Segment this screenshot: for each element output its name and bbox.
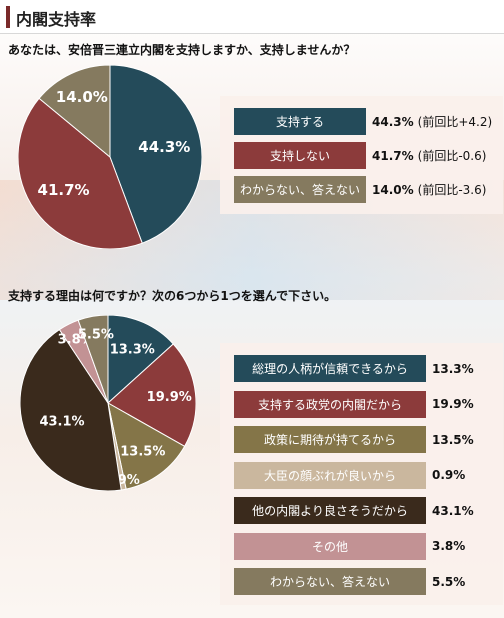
legend-value: 14.0% (前回比-3.6) — [372, 176, 486, 203]
legend-change: (前回比-3.6) — [417, 183, 487, 197]
legend-percent: 13.5% — [432, 432, 474, 447]
legend-percent: 13.3% — [432, 361, 474, 376]
legend-percent: 44.3% — [372, 114, 414, 129]
legend-value: 19.9% — [432, 391, 478, 418]
legend-value: 13.3% — [432, 355, 478, 382]
legend-value: 43.1% — [432, 497, 478, 524]
legend-change: (前回比-0.6) — [417, 149, 487, 163]
legend-label: わからない、答えない — [234, 176, 366, 203]
reason-pie-chart: 13.3%19.9%13.5%0.9%43.1%3.8%5.5% — [20, 315, 196, 491]
legend-label: わからない、答えない — [234, 568, 426, 595]
legend-value: 0.9% — [432, 462, 469, 489]
legend-value: 44.3% (前回比+4.2) — [372, 108, 492, 135]
pie-slice — [107, 315, 174, 405]
pie-slice — [107, 402, 186, 490]
legend-percent: 19.9% — [432, 397, 474, 411]
legend-label: 政策に期待が持てるから — [234, 426, 426, 453]
legend-value: 13.5% — [432, 426, 478, 453]
approval-pie-chart: 44.3% 41.7% 14.0% — [18, 65, 202, 249]
slice-value-label: 5.5% — [78, 328, 114, 343]
page-header: 内閣支持率 — [0, 0, 504, 34]
slice-value-label: 13.3% — [110, 342, 155, 357]
legend-value: 5.5% — [432, 568, 469, 595]
legend-label: 大臣の顔ぶれが良いから — [234, 461, 426, 489]
pie-slice — [38, 65, 111, 159]
pie-slice — [20, 328, 122, 491]
reason-legend: 総理の人柄が信頼できるから 13.3% 支持する政党の内閣だから 19.9% 政策に期待… — [220, 343, 503, 605]
legend-value: 3.8% — [432, 533, 469, 560]
legend-percent: 0.9% — [432, 468, 466, 482]
legend-label: 支持する政党の内閣だから — [234, 390, 426, 418]
approval-legend: 支持する 44.3% (前回比+4.2) 支持しない 41.7% (前回比-0.6) わから… — [220, 96, 503, 214]
slice-value-label: 14.0% — [56, 88, 108, 106]
question-1: あなたは、安倍晋三連立内閣を支持しますか、支持しませんか？ — [8, 43, 356, 57]
slice-value-label: 13.5% — [120, 445, 165, 460]
legend-percent: 5.5% — [432, 574, 466, 589]
legend-label: その他 — [234, 532, 426, 560]
slice-value-label: 44.3% — [138, 138, 190, 156]
slice-value-label: 43.1% — [39, 415, 84, 430]
pie-slice — [109, 65, 202, 244]
legend-label: 支持する — [234, 108, 366, 135]
legend-percent: 3.8% — [432, 539, 466, 553]
slice-value-label: 19.9% — [147, 390, 192, 405]
legend-label: 支持しない — [234, 142, 366, 169]
header-accent-bar — [6, 6, 10, 28]
legend-change: (前回比+4.2) — [417, 115, 493, 129]
legend-percent: 14.0% — [372, 182, 414, 197]
legend-percent: 41.7% — [372, 148, 414, 163]
pie-slice — [18, 97, 143, 249]
question-2: 支持する理由は何ですか？次の6つから1つを選んで下さい。 — [8, 289, 337, 303]
legend-percent: 43.1% — [432, 503, 474, 518]
legend-label: 他の内閣より良さそうだから — [234, 497, 426, 524]
pie-slice — [77, 315, 109, 404]
slice-value-label: 41.7% — [38, 181, 90, 199]
pie-slice — [107, 343, 196, 448]
page-title: 内閣支持率 — [16, 10, 97, 29]
legend-label: 総理の人柄が信頼できるから — [234, 355, 426, 382]
legend-value: 41.7% (前回比-0.6) — [372, 142, 486, 169]
